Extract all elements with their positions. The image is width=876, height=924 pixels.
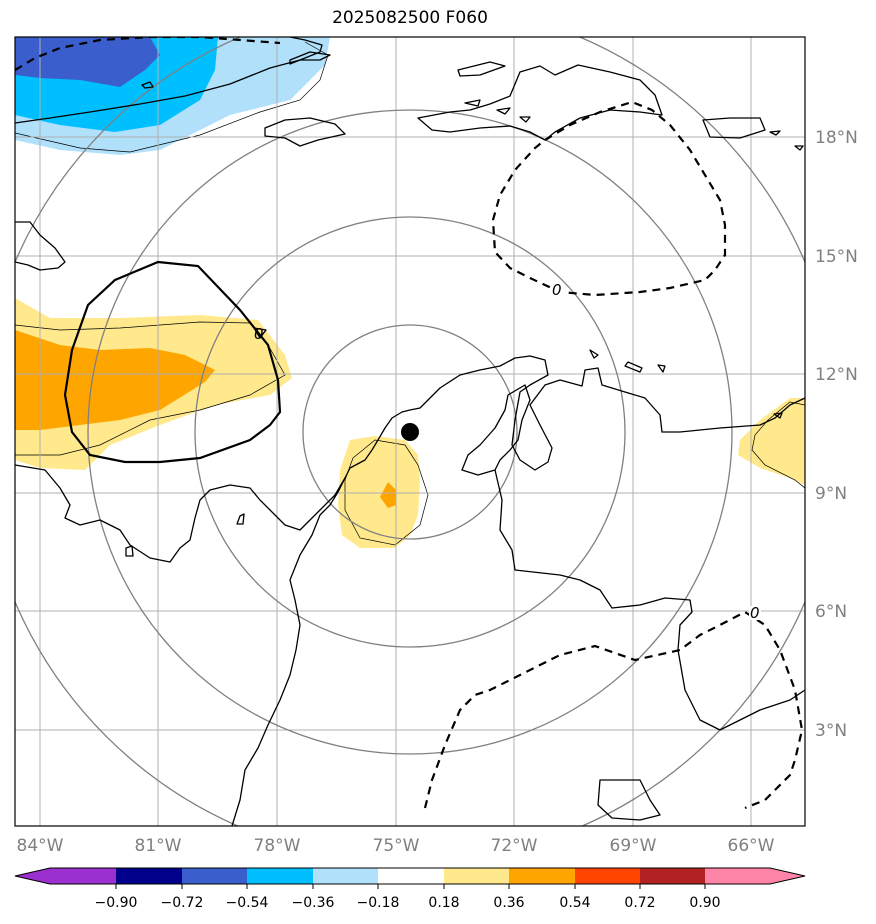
thin-contours (15, 41, 805, 546)
contour-label: 0 (552, 281, 562, 299)
dashed-contour-north (15, 37, 281, 71)
latitude-labels: 18°N 15°N 12°N 9°N 6°N 3°N (815, 128, 858, 741)
coastlines (15, 37, 805, 826)
colorbar-extend-high (770, 868, 805, 884)
colorbar-segment (378, 868, 444, 884)
colorbar-tick-label: 0.54 (559, 895, 590, 911)
map-title: 2025082500 F060 (332, 8, 488, 28)
dashed-contour-south (423, 610, 804, 810)
lat-tick-label: 12°N (815, 365, 858, 385)
colorbar-segment (705, 868, 770, 884)
lat-tick-label: 9°N (815, 484, 847, 504)
colorbar-tick-label: 0.18 (428, 895, 459, 911)
colorbar-tick-label: −0.36 (292, 895, 335, 911)
lat-tick-label: 6°N (815, 602, 847, 622)
colorbar-segment (444, 868, 509, 884)
contour-label: 0 (254, 325, 264, 343)
colorbar-tick-label: 0.90 (689, 895, 720, 911)
shaded-field-positive-east (738, 398, 805, 485)
map-area: 0 0 0 (15, 37, 805, 826)
map-frame (14, 36, 806, 827)
lon-tick-label: 84°W (17, 836, 64, 856)
storm-center-marker (401, 423, 419, 441)
lon-tick-label: 78°W (254, 836, 301, 856)
thick-contours (15, 37, 804, 810)
colorbar: −0.90 −0.72 −0.54 −0.36 −0.18 0.18 0.36 … (14, 867, 806, 911)
shaded-field-positive-west (15, 298, 292, 470)
longitude-labels: 84°W 81°W 78°W 75°W 72°W 69°W 66°W (17, 836, 775, 856)
colorbar-tick-label: 0.36 (493, 895, 524, 911)
colorbar-tick-label: −0.72 (161, 895, 204, 911)
lon-tick-label: 66°W (728, 836, 775, 856)
contour-label: 0 (750, 604, 760, 622)
colorbar-segment (313, 868, 378, 884)
colorbar-segment (182, 868, 247, 884)
lat-tick-label: 15°N (815, 247, 858, 267)
lon-tick-label: 72°W (491, 836, 538, 856)
colorbar-segment (247, 868, 313, 884)
range-rings (15, 37, 805, 826)
lon-tick-label: 69°W (610, 836, 657, 856)
colorbar-segment (50, 868, 116, 884)
colorbar-tick-label: −0.18 (357, 895, 400, 911)
colorbar-tick-label: −0.90 (95, 895, 138, 911)
shaded-field-positive-center (338, 436, 420, 548)
colorbar-segment (640, 868, 705, 884)
colorbar-segment (575, 868, 640, 884)
shaded-field-negative (15, 37, 330, 155)
colorbar-segment (116, 868, 182, 884)
colorbar-tick-label: 0.72 (624, 895, 655, 911)
lat-tick-label: 3°N (815, 721, 847, 741)
dashed-contour-northeast (491, 100, 727, 297)
solid-contour-west (63, 260, 282, 464)
colorbar-tick-label: −0.54 (226, 895, 269, 911)
colorbar-outline (14, 867, 806, 885)
lon-tick-label: 81°W (135, 836, 182, 856)
colorbar-segment (509, 868, 575, 884)
colorbar-extend-low (15, 868, 50, 884)
lat-tick-label: 18°N (815, 128, 858, 148)
lon-tick-label: 75°W (373, 836, 420, 856)
